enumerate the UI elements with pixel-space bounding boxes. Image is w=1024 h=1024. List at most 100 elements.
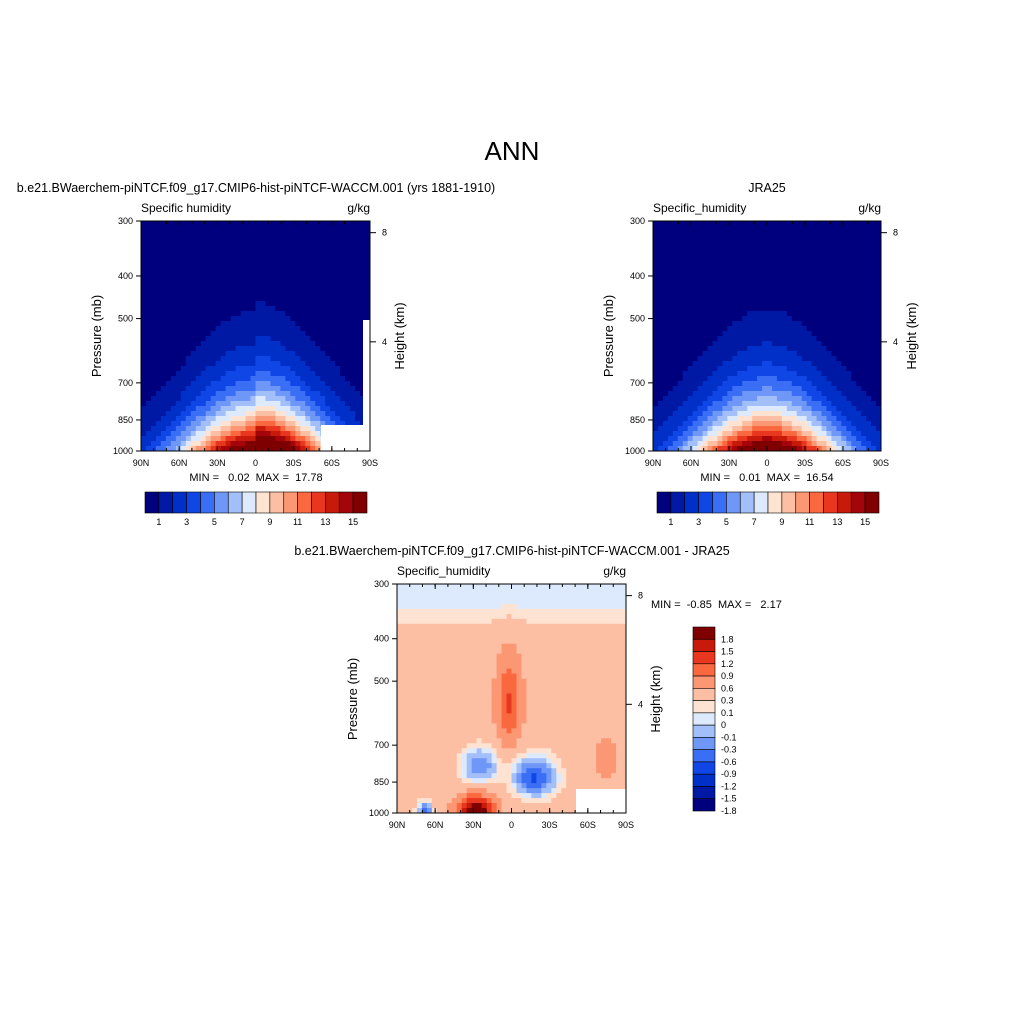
panel-obs-cell — [717, 256, 723, 262]
panel-diff-cell — [586, 618, 592, 625]
panel-obs-cell — [712, 391, 719, 397]
panel-model-cell — [190, 301, 197, 307]
panel-model-cell — [295, 336, 301, 342]
panel-diff-cell — [481, 633, 488, 640]
panel-model-cell — [200, 406, 207, 412]
panel-model-cell — [220, 306, 227, 312]
panel-obs-cell — [866, 306, 872, 312]
panel-obs-cell — [836, 241, 842, 247]
panel-obs-cell — [876, 221, 881, 227]
panel-diff-cell — [621, 608, 626, 615]
panel-obs-cell — [831, 326, 837, 332]
panel-obs-cell — [836, 371, 842, 377]
panel-obs-cell — [796, 371, 803, 377]
panel-obs-cell — [762, 236, 768, 242]
panel-model-cell — [360, 221, 366, 227]
panel-diff-cell — [496, 584, 503, 590]
panel-obs-cell — [771, 321, 778, 327]
panel-obs-cell — [702, 336, 709, 342]
panel-model-cell — [360, 281, 366, 287]
panel-model-cell — [310, 416, 316, 422]
panel-obs-cell — [657, 311, 664, 317]
panel-diff-cell — [397, 603, 403, 610]
panel-obs-cell — [687, 351, 694, 357]
panel-obs-colorbar-swatch — [864, 491, 880, 514]
panel-model-cell — [245, 321, 252, 327]
panel-diff-cell — [601, 633, 607, 640]
panel-obs-cell — [722, 446, 728, 451]
panel-obs-cell — [727, 301, 733, 307]
panel-obs-cell — [752, 361, 758, 367]
panel-obs-cell — [662, 291, 669, 297]
panel-model-cell — [215, 346, 222, 352]
panel-obs-cell — [722, 331, 728, 337]
panel-obs-cell — [662, 441, 669, 447]
panel-diff-cell — [431, 618, 438, 625]
panel-obs-cell — [682, 261, 689, 267]
panel-diff-cell — [401, 588, 408, 595]
panel-model-cell — [185, 376, 192, 382]
panel-diff-cell — [516, 618, 523, 625]
panel-obs-cell — [712, 416, 719, 422]
panel-model-cell — [320, 221, 326, 227]
panel-model-cell — [200, 311, 207, 317]
panel-obs-cell — [697, 251, 704, 257]
panel-obs-cell — [811, 326, 818, 332]
panel-obs-cell — [786, 231, 793, 237]
panel-model-cell — [350, 276, 356, 282]
panel-model-cell — [225, 306, 232, 312]
panel-model-cell — [220, 321, 227, 327]
panel-obs-cell — [757, 291, 763, 297]
panel-obs-cell — [811, 371, 818, 377]
panel-model-cell — [340, 401, 346, 407]
panel-diff-cell — [397, 623, 403, 630]
panel-model-cell — [325, 316, 331, 322]
panel-obs-cell — [747, 401, 753, 407]
panel-model-cell — [190, 436, 197, 442]
panel-obs-cell — [831, 391, 837, 397]
panel-diff-cell — [586, 598, 592, 605]
panel-obs-cell — [851, 356, 857, 362]
panel-model-cell — [180, 256, 187, 262]
panel-model-cell — [295, 246, 301, 252]
panel-diff-cell — [581, 613, 587, 620]
panel-obs-cell — [786, 391, 793, 397]
panel-model-cell — [300, 331, 306, 337]
panel-obs-cell — [781, 361, 788, 367]
panel-model-cell — [295, 436, 301, 442]
panel-obs-cell — [682, 401, 689, 407]
panel-obs-cell — [762, 266, 768, 272]
panel-model-cell — [340, 351, 346, 357]
panel-model-cell — [165, 286, 172, 292]
panel-diff-cell — [581, 584, 587, 590]
panel-obs-ytick-label: 700 — [630, 378, 645, 388]
panel-obs-cell — [856, 371, 862, 377]
panel-model-cell — [295, 321, 301, 327]
panel-obs-cell — [692, 266, 699, 272]
panel-obs-cell — [796, 356, 803, 362]
panel-model-cell — [295, 231, 301, 237]
panel-obs-cell — [806, 326, 813, 332]
panel-model-cell — [310, 396, 316, 402]
panel-model-cell — [205, 396, 212, 402]
panel-model-cell — [270, 246, 277, 252]
panel-obs-cell — [796, 396, 803, 402]
panel-diff-cell — [581, 593, 587, 600]
panel-model-cell — [200, 246, 207, 252]
panel-diff-cell — [546, 598, 552, 605]
panel-obs-cell — [796, 411, 803, 417]
panel-model-ytick-label: 400 — [118, 271, 133, 281]
panel-model-cell — [320, 316, 326, 322]
panel-model-cell — [265, 431, 272, 437]
panel-diff-cell — [616, 608, 622, 615]
panel-diff-cell — [426, 633, 433, 640]
panel-diff-cell — [431, 633, 438, 640]
panel-diff-cell — [526, 598, 533, 605]
panel-obs-cell — [767, 426, 773, 432]
panel-model-xtick-label: 30N — [209, 458, 226, 468]
panel-obs-cell — [697, 311, 704, 317]
panel-obs-cell — [707, 311, 714, 317]
panel-diff-cell — [571, 608, 577, 615]
panel-obs-cell — [791, 411, 798, 417]
